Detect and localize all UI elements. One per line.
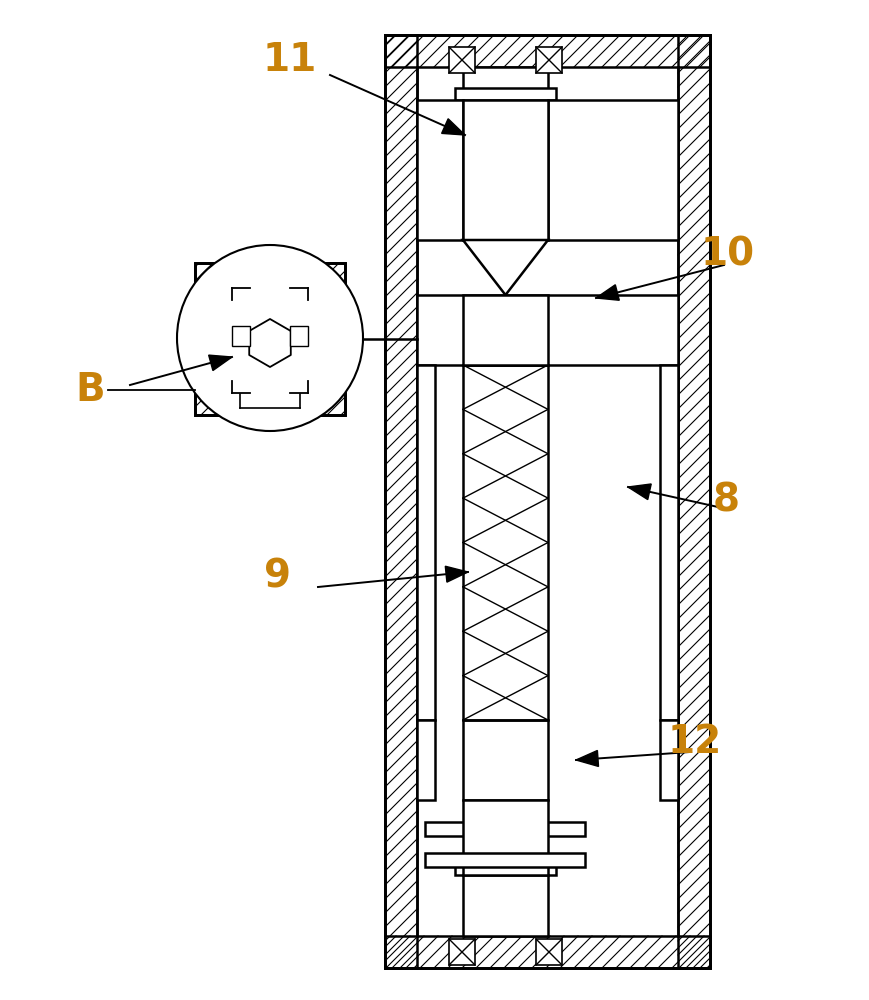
Bar (660, 365, 677, 720)
Polygon shape (441, 119, 464, 135)
Bar (289, 326, 308, 346)
Bar (195, 263, 345, 415)
Circle shape (176, 245, 362, 431)
Bar (385, 936, 709, 968)
Bar (416, 720, 434, 800)
Bar (385, 35, 709, 67)
Bar (385, 35, 416, 968)
Bar (462, 100, 547, 240)
Bar (462, 800, 547, 875)
Bar (677, 35, 709, 968)
Bar (660, 720, 677, 800)
Text: B: B (75, 371, 104, 409)
Bar (535, 47, 561, 73)
Bar (462, 875, 547, 936)
Bar (385, 35, 709, 67)
Text: 10: 10 (700, 236, 754, 274)
Text: 8: 8 (712, 481, 739, 519)
Bar (535, 939, 561, 965)
Polygon shape (445, 566, 468, 582)
Bar (385, 35, 709, 968)
Bar (416, 365, 434, 720)
Bar (462, 365, 547, 720)
Bar (195, 263, 345, 415)
Polygon shape (462, 240, 547, 295)
Bar (425, 853, 585, 867)
Bar (448, 939, 474, 965)
Bar (462, 720, 547, 800)
Bar (454, 88, 555, 100)
Polygon shape (575, 750, 598, 766)
Bar (462, 67, 547, 100)
Bar (416, 100, 462, 240)
Polygon shape (209, 355, 232, 371)
Text: 9: 9 (264, 557, 291, 595)
Text: 11: 11 (262, 41, 317, 79)
Bar (462, 295, 547, 365)
Bar (425, 822, 585, 836)
Bar (454, 863, 555, 875)
Polygon shape (627, 484, 651, 500)
Bar (195, 263, 345, 415)
Bar (462, 365, 547, 720)
Bar (232, 326, 249, 346)
Bar (448, 47, 474, 73)
Bar (385, 936, 709, 968)
Bar (416, 295, 677, 365)
Bar (385, 35, 416, 968)
Polygon shape (595, 285, 619, 300)
Bar (677, 35, 709, 968)
Text: 12: 12 (667, 723, 721, 761)
Bar (547, 100, 677, 240)
